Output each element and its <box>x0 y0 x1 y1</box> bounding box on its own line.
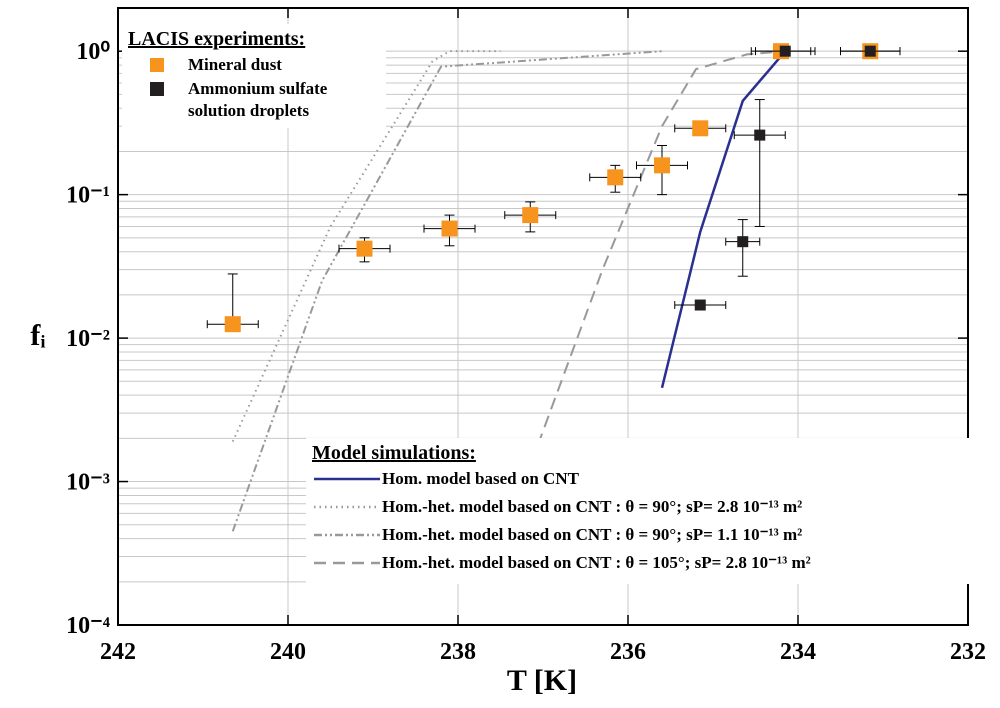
legend-entry: Hom. model based on CNT <box>312 468 972 490</box>
legend-title: LACIS experiments: <box>128 28 306 50</box>
legend-entry: Hom.-het. model based on CNT : θ = 105°;… <box>312 552 972 574</box>
y-tick-label: 10⁻⁴ <box>66 613 110 639</box>
legend-swatch <box>314 561 380 565</box>
y-tick-label: 10⁻³ <box>66 470 110 496</box>
x-tick-label: 232 <box>950 639 986 665</box>
legend-swatch <box>150 58 164 72</box>
legend-entry: Mineral dust <box>128 54 380 76</box>
data-point <box>522 207 539 224</box>
x-tick-label: 238 <box>440 639 476 665</box>
legend-label: Hom.-het. model based on CNT : θ = 90°; … <box>382 497 803 516</box>
y-tick-label: 10⁻² <box>66 326 110 352</box>
legend-entry: Hom.-het. model based on CNT : θ = 90°; … <box>312 524 972 546</box>
legend-title: Model simulations: <box>312 442 476 464</box>
legend-swatch <box>150 82 164 96</box>
x-tick-label: 234 <box>780 639 816 665</box>
y-tick-label: 10⁻¹ <box>66 183 110 209</box>
data-point <box>224 316 241 333</box>
plot-frame <box>117 7 969 626</box>
legend: Model simulations: Hom. model based on CN… <box>306 438 978 584</box>
data-point <box>607 169 624 186</box>
legend-swatch <box>314 505 380 509</box>
data-point <box>692 120 709 137</box>
legend-swatch <box>314 533 380 537</box>
legend-swatch <box>314 477 380 481</box>
legend-label: Hom.-het. model based on CNT : θ = 105°;… <box>382 553 811 572</box>
data-point <box>356 240 373 257</box>
data-point <box>694 299 706 311</box>
legend-marker <box>150 58 164 72</box>
model-line <box>231 50 663 532</box>
model-line <box>660 50 787 389</box>
data-point <box>737 236 749 248</box>
y-tick-label: 10⁰ <box>76 39 110 65</box>
legend-label: Mineral dust <box>188 55 282 74</box>
data-point <box>654 157 670 174</box>
legend-entry: Hom.-het. model based on CNT : θ = 90°; … <box>312 496 972 518</box>
y-axis-label: fᵢ <box>30 319 45 352</box>
legend: LACIS experiments: Mineral dust Ammonium s… <box>122 24 386 128</box>
model-line <box>536 50 786 446</box>
x-tick-label: 242 <box>100 639 136 665</box>
data-point <box>779 45 791 57</box>
legend-entry: Ammonium sulfate solution droplets <box>128 78 380 122</box>
x-axis-label: T [K] <box>507 664 577 697</box>
data-point <box>754 129 766 141</box>
x-tick-label: 236 <box>610 639 646 665</box>
legend-label: Ammonium sulfate solution droplets <box>188 79 328 120</box>
data-point <box>441 220 458 237</box>
legend-label: Hom. model based on CNT <box>382 469 579 488</box>
x-tick-label: 240 <box>270 639 306 665</box>
model-line <box>231 50 501 442</box>
data-point <box>864 45 876 57</box>
legend-label: Hom.-het. model based on CNT : θ = 90°; … <box>382 525 803 544</box>
legend-marker <box>150 82 164 96</box>
